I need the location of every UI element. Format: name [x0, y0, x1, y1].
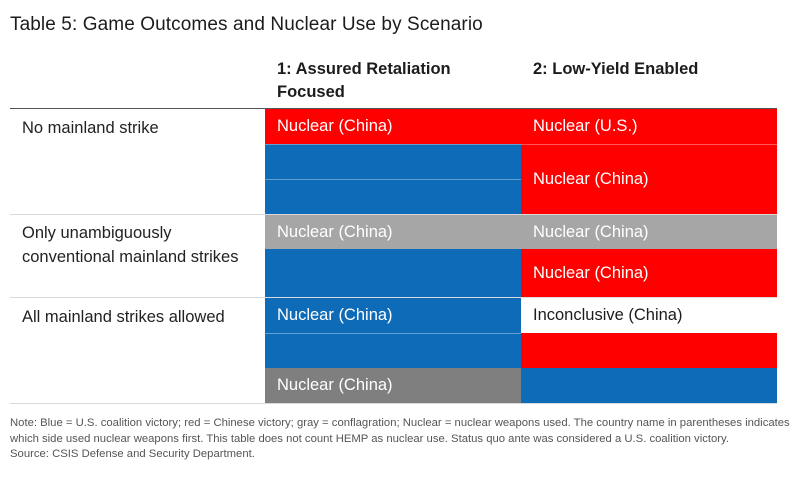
cell-r2-c1-outcome-1: Nuclear (China): [265, 215, 521, 249]
cell-r3-c2-outcome-1: Inconclusive (China): [521, 298, 777, 333]
table-bottom-rule: [10, 403, 777, 404]
row-label-no-mainland-strike: No mainland strike: [22, 119, 159, 137]
cell-r1-c1-outcome-1: Nuclear (China): [265, 109, 521, 144]
row-divider: [10, 214, 777, 215]
row-label-conventional-strikes: Only unambiguously conventional mainland…: [22, 224, 239, 266]
cell-r2-c1-outcome-2: [265, 249, 521, 297]
column-header-assured-retaliation: 1: Assured Retaliation Focused: [277, 60, 451, 101]
column-header-low-yield: 2: Low-Yield Enabled: [533, 60, 699, 78]
cell-r2-c2-outcome-1: Nuclear (China): [521, 215, 777, 249]
note-text: Note: Blue = U.S. coalition victory; red…: [10, 417, 790, 445]
cell-r3-c1-outcome-1-label: Nuclear (China): [277, 306, 393, 324]
cell-r3-c2-outcome-3: [521, 368, 777, 403]
table-title: Table 5: Game Outcomes and Nuclear Use b…: [10, 14, 483, 35]
cell-separator: [265, 333, 521, 334]
cell-r1-c1-outcome-3: [265, 179, 521, 214]
cell-r1-c2-outcome-1: Nuclear (U.S.): [521, 109, 777, 144]
row-label-all-strikes-allowed: All mainland strikes allowed: [22, 308, 225, 326]
table-note: Note: Blue = U.S. coalition victory; red…: [10, 416, 790, 463]
cell-r3-c1-outcome-3: Nuclear (China): [265, 368, 521, 403]
cell-separator: [265, 144, 777, 145]
cell-separator: [265, 179, 521, 180]
cell-r2-c2-outcome-2: Nuclear (China): [521, 249, 777, 297]
header-divider: [10, 108, 777, 109]
note-source: Source: CSIS Defense and Security Depart…: [10, 448, 255, 460]
cell-r1-c2-outcome-2: Nuclear (China): [521, 144, 777, 214]
cell-r1-c1-outcome-2: [265, 144, 521, 179]
row-divider: [10, 297, 777, 298]
cell-r3-c2-outcome-2: [521, 333, 777, 368]
cell-r3-c1-outcome-1: Nuclear (China): [265, 298, 521, 368]
